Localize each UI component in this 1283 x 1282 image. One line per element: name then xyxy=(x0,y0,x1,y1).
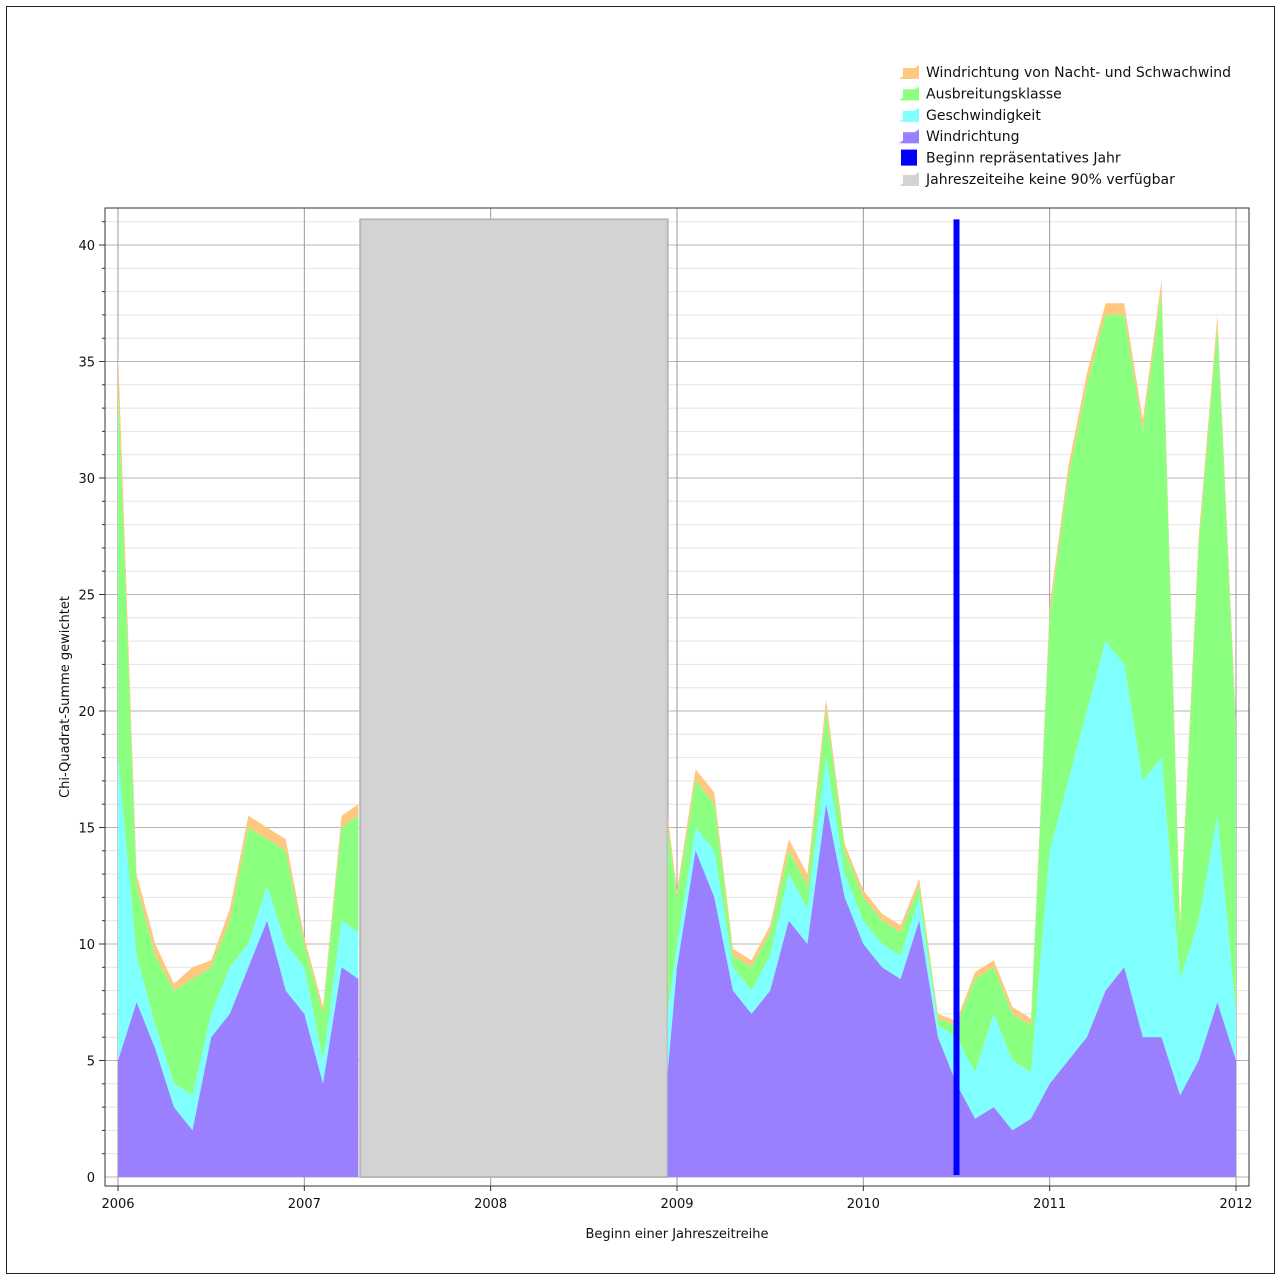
y-tick-label: 5 xyxy=(87,1055,95,1070)
legend-label: Beginn repräsentatives Jahr xyxy=(926,151,1121,167)
x-axis-ticks: 2006 2007 2008 2009 2010 2011 2012 xyxy=(101,1186,1253,1212)
series-area xyxy=(667,641,1236,1131)
y-tick-label: 25 xyxy=(78,589,95,604)
series-areas xyxy=(118,279,1236,1177)
y-axis-ticks: 0 5 10 15 20 25 30 35 40 xyxy=(78,221,105,1186)
marker-line xyxy=(953,219,960,1175)
legend-label: Jahreszeiteihe keine 90% verfügbar xyxy=(925,172,1175,188)
series-area xyxy=(118,920,359,1177)
y-tick-label: 0 xyxy=(87,1171,95,1186)
legend-label: Windrichtung von Nacht- und Schwachwind xyxy=(926,65,1231,81)
x-tick-label: 2007 xyxy=(288,1197,321,1212)
legend-label: Windrichtung xyxy=(926,129,1020,145)
y-tick-label: 15 xyxy=(78,822,95,837)
x-tick-label: 2008 xyxy=(474,1197,507,1212)
legend-swatch-fill xyxy=(903,89,919,101)
legend-label: Geschwindigkeit xyxy=(926,108,1041,124)
y-tick-label: 10 xyxy=(78,938,95,953)
legend-swatch-fill xyxy=(903,110,919,122)
series-area xyxy=(118,384,359,1096)
x-tick-label: 2012 xyxy=(1219,1197,1252,1212)
y-tick-label: 30 xyxy=(78,472,95,487)
series-area xyxy=(667,804,1236,1177)
y-axis-title: Chi-Quadrat-Summe gewichtet xyxy=(58,596,73,798)
gap-region-group xyxy=(359,218,669,1178)
legend: Windrichtung von Nacht- und Schwachwind A… xyxy=(899,65,1231,188)
legend-swatch-fill xyxy=(903,175,919,186)
series-area xyxy=(667,291,1236,1073)
x-tick-label: 2010 xyxy=(847,1197,880,1212)
x-axis-title: Beginn einer Jahreszeitreihe xyxy=(585,1227,768,1242)
y-tick-label: 35 xyxy=(78,356,95,371)
legend-label: Ausbreitungsklasse xyxy=(926,86,1062,102)
legend-swatch xyxy=(901,149,917,166)
marker-line-group xyxy=(953,219,960,1175)
legend-swatch-fill xyxy=(903,132,919,144)
gap-region xyxy=(359,218,669,1178)
y-tick-label: 40 xyxy=(78,239,95,254)
y-tick-label: 20 xyxy=(78,705,95,720)
x-tick-label: 2011 xyxy=(1033,1197,1066,1212)
x-tick-label: 2006 xyxy=(101,1197,134,1212)
legend-swatch-fill xyxy=(903,68,919,79)
x-tick-label: 2009 xyxy=(660,1197,693,1212)
